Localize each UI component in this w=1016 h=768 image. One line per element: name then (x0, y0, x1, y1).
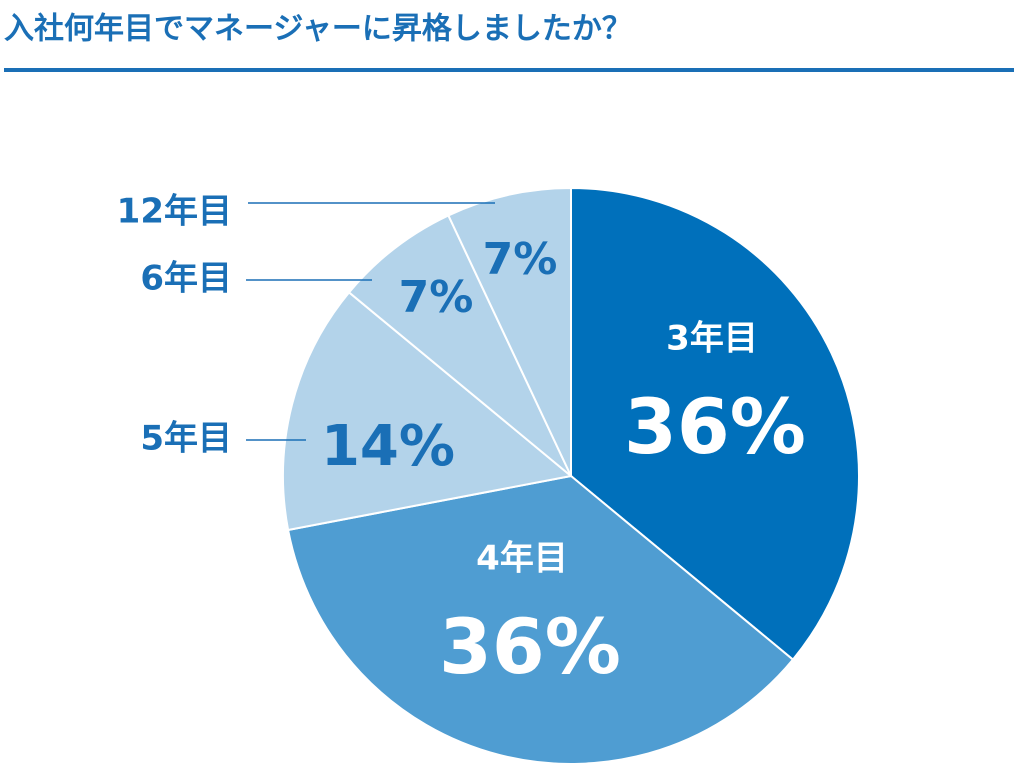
pie-slice (282, 291, 574, 532)
slice-category: 5年目 (140, 419, 232, 459)
title-underline (4, 68, 1014, 72)
slice-category: 6年目 (140, 259, 232, 299)
slice-category: 4年目 (476, 539, 568, 579)
pie-slice (286, 474, 795, 765)
pie-slice (347, 214, 572, 477)
data-label: 7% (399, 272, 474, 323)
pie-slice (570, 186, 860, 661)
data-label: 14% (321, 414, 455, 479)
data-label: 36% (624, 382, 806, 471)
pie-slice (447, 186, 572, 477)
data-label: 36% (439, 602, 621, 691)
chart-title: 入社何年目でマネージャーに昇格しましたか？ (4, 12, 632, 47)
slice-category: 3年目 (666, 319, 758, 359)
data-label: 7% (483, 234, 558, 285)
slice-category: 12年目 (117, 192, 232, 232)
